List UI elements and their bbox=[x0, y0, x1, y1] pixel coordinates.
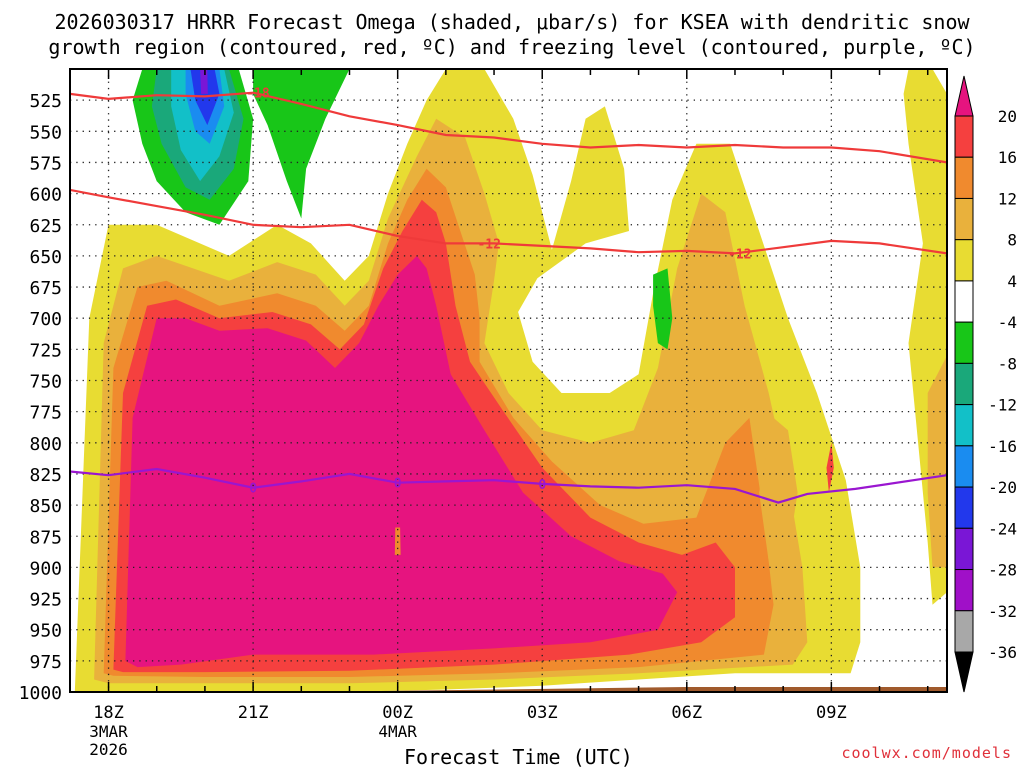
y-tick-label-975: 975 bbox=[29, 652, 62, 673]
colorbar-box-10 bbox=[954, 486, 974, 529]
x-tick-label-18Z: 18Z bbox=[93, 703, 124, 723]
colorbar-label-3: 8 bbox=[1007, 231, 1017, 250]
contour-label-1: -12 bbox=[477, 237, 500, 252]
omega-band-15 bbox=[200, 69, 208, 94]
y-tick-label-850: 850 bbox=[29, 496, 62, 517]
y-tick-label-775: 775 bbox=[29, 403, 62, 424]
colorbar-label-0: 20 bbox=[998, 107, 1017, 126]
plot-frame bbox=[69, 68, 948, 693]
colorbar-box-4 bbox=[954, 239, 974, 282]
title-line-2: growth region (contoured, red, ºC) and f… bbox=[48, 35, 976, 59]
colorbar-box-8 bbox=[954, 404, 974, 447]
colorbar-label-9: -20 bbox=[988, 478, 1017, 497]
omega-band-5 bbox=[394, 527, 401, 555]
x-tick-label-03Z: 03Z bbox=[527, 703, 558, 723]
colorbar: 20 16 12 8 4 -4 -8 -12 -16 -20 -24 -28 -32 -36 bbox=[954, 75, 1017, 693]
y-tick-label-900: 900 bbox=[29, 558, 62, 579]
omega-band-9 bbox=[927, 355, 947, 568]
colorbar-box-9 bbox=[954, 445, 974, 488]
colorbar-box-12 bbox=[954, 569, 974, 612]
colorbar-box-1 bbox=[954, 115, 974, 158]
omega-band-4 bbox=[125, 255, 678, 668]
contour-dendritic-top bbox=[70, 91, 947, 164]
x-tick-label-09Z: 09Z bbox=[816, 703, 847, 723]
x-tick-label-00Z: 00Z bbox=[382, 703, 413, 723]
colorbar-label-8: -16 bbox=[988, 437, 1017, 456]
contour-freezing-level bbox=[70, 467, 947, 504]
colorbar-label-2: 12 bbox=[998, 189, 1017, 208]
y-tick-label-1000: 1000 bbox=[19, 683, 62, 704]
colorbar-box-6 bbox=[954, 321, 974, 364]
colorbar-box-11 bbox=[954, 527, 974, 571]
y-tick-label-650: 650 bbox=[29, 247, 62, 268]
y-tick-label-725: 725 bbox=[29, 340, 62, 361]
y-tick-label-625: 625 bbox=[29, 216, 62, 237]
x-tick-year-18Z: 2026 bbox=[89, 740, 128, 759]
colorbar-box-3 bbox=[954, 197, 974, 241]
contour-label-5: 0 bbox=[538, 478, 546, 493]
colorbar-box-7 bbox=[954, 362, 974, 406]
contour-dendritic-bottom bbox=[70, 188, 947, 255]
y-tick-label-675: 675 bbox=[29, 278, 62, 299]
contour-label-3: 0 bbox=[249, 482, 257, 497]
x-tick-sublabel-00Z: 4MAR bbox=[378, 722, 417, 741]
temperature-contours bbox=[70, 91, 947, 504]
contour-labels: -18 -12 -12 0 0 0 bbox=[246, 87, 751, 497]
y-tick-label-575: 575 bbox=[29, 153, 62, 174]
colorbar-bottom-arrow bbox=[954, 651, 974, 693]
colorbar-label-4: 4 bbox=[1007, 272, 1017, 291]
y-tick-label-550: 550 bbox=[29, 122, 62, 143]
credit-link[interactable]: coolwx.com/models bbox=[841, 744, 1012, 762]
y-tick-label-800: 800 bbox=[29, 434, 62, 455]
y-tick-label-950: 950 bbox=[29, 621, 62, 642]
colorbar-label-13: -36 bbox=[988, 643, 1017, 662]
y-tick-label-600: 600 bbox=[29, 185, 62, 206]
colorbar-label-12: -32 bbox=[988, 602, 1017, 621]
colorbar-box-2 bbox=[954, 156, 974, 199]
terrain-strip bbox=[301, 687, 947, 692]
y-axis: 525 550 575 600 625 650 675 700 725 750 775 800 825 8… bbox=[19, 91, 62, 704]
y-tick-label-750: 750 bbox=[29, 372, 62, 393]
x-tick-label-21Z: 21Z bbox=[238, 703, 269, 723]
colorbar-label-7: -12 bbox=[988, 396, 1017, 415]
y-tick-label-700: 700 bbox=[29, 309, 62, 330]
y-tick-label-875: 875 bbox=[29, 527, 62, 548]
y-tick-label-825: 825 bbox=[29, 465, 62, 486]
y-tick-label-525: 525 bbox=[29, 91, 62, 112]
omega-shading bbox=[74, 69, 947, 692]
colorbar-label-5: -4 bbox=[998, 313, 1017, 332]
colorbar-label-11: -28 bbox=[988, 561, 1017, 580]
omega-band-7 bbox=[826, 442, 834, 493]
omega-band-6 bbox=[759, 417, 798, 562]
terrain-ground bbox=[301, 687, 947, 692]
x-tick-label-06Z: 06Z bbox=[671, 703, 702, 723]
title-line-1: 2026030317 HRRR Forecast Omega (shaded, … bbox=[54, 10, 970, 34]
omega-band-16 bbox=[253, 69, 350, 219]
colorbar-box-13 bbox=[954, 610, 974, 653]
colorbar-box-5 bbox=[954, 280, 974, 323]
colorbar-label-6: -8 bbox=[998, 354, 1017, 373]
y-tick-label-925: 925 bbox=[29, 590, 62, 611]
colorbar-top-arrow bbox=[954, 75, 974, 117]
chart-title: 2026030317 HRRR Forecast Omega (shaded, … bbox=[0, 10, 1024, 60]
x-axis-label: Forecast Time (UTC) bbox=[404, 745, 633, 769]
colorbar-label-1: 16 bbox=[998, 148, 1017, 167]
contour-label-4: 0 bbox=[394, 477, 402, 492]
grid-lines bbox=[70, 69, 947, 692]
contour-label-0: -18 bbox=[246, 87, 270, 102]
colorbar-label-10: -24 bbox=[988, 519, 1017, 538]
x-tick-sublabel-18Z: 3MAR bbox=[89, 722, 128, 741]
omega-band-17 bbox=[653, 268, 673, 350]
contour-label-2: -12 bbox=[728, 247, 751, 262]
